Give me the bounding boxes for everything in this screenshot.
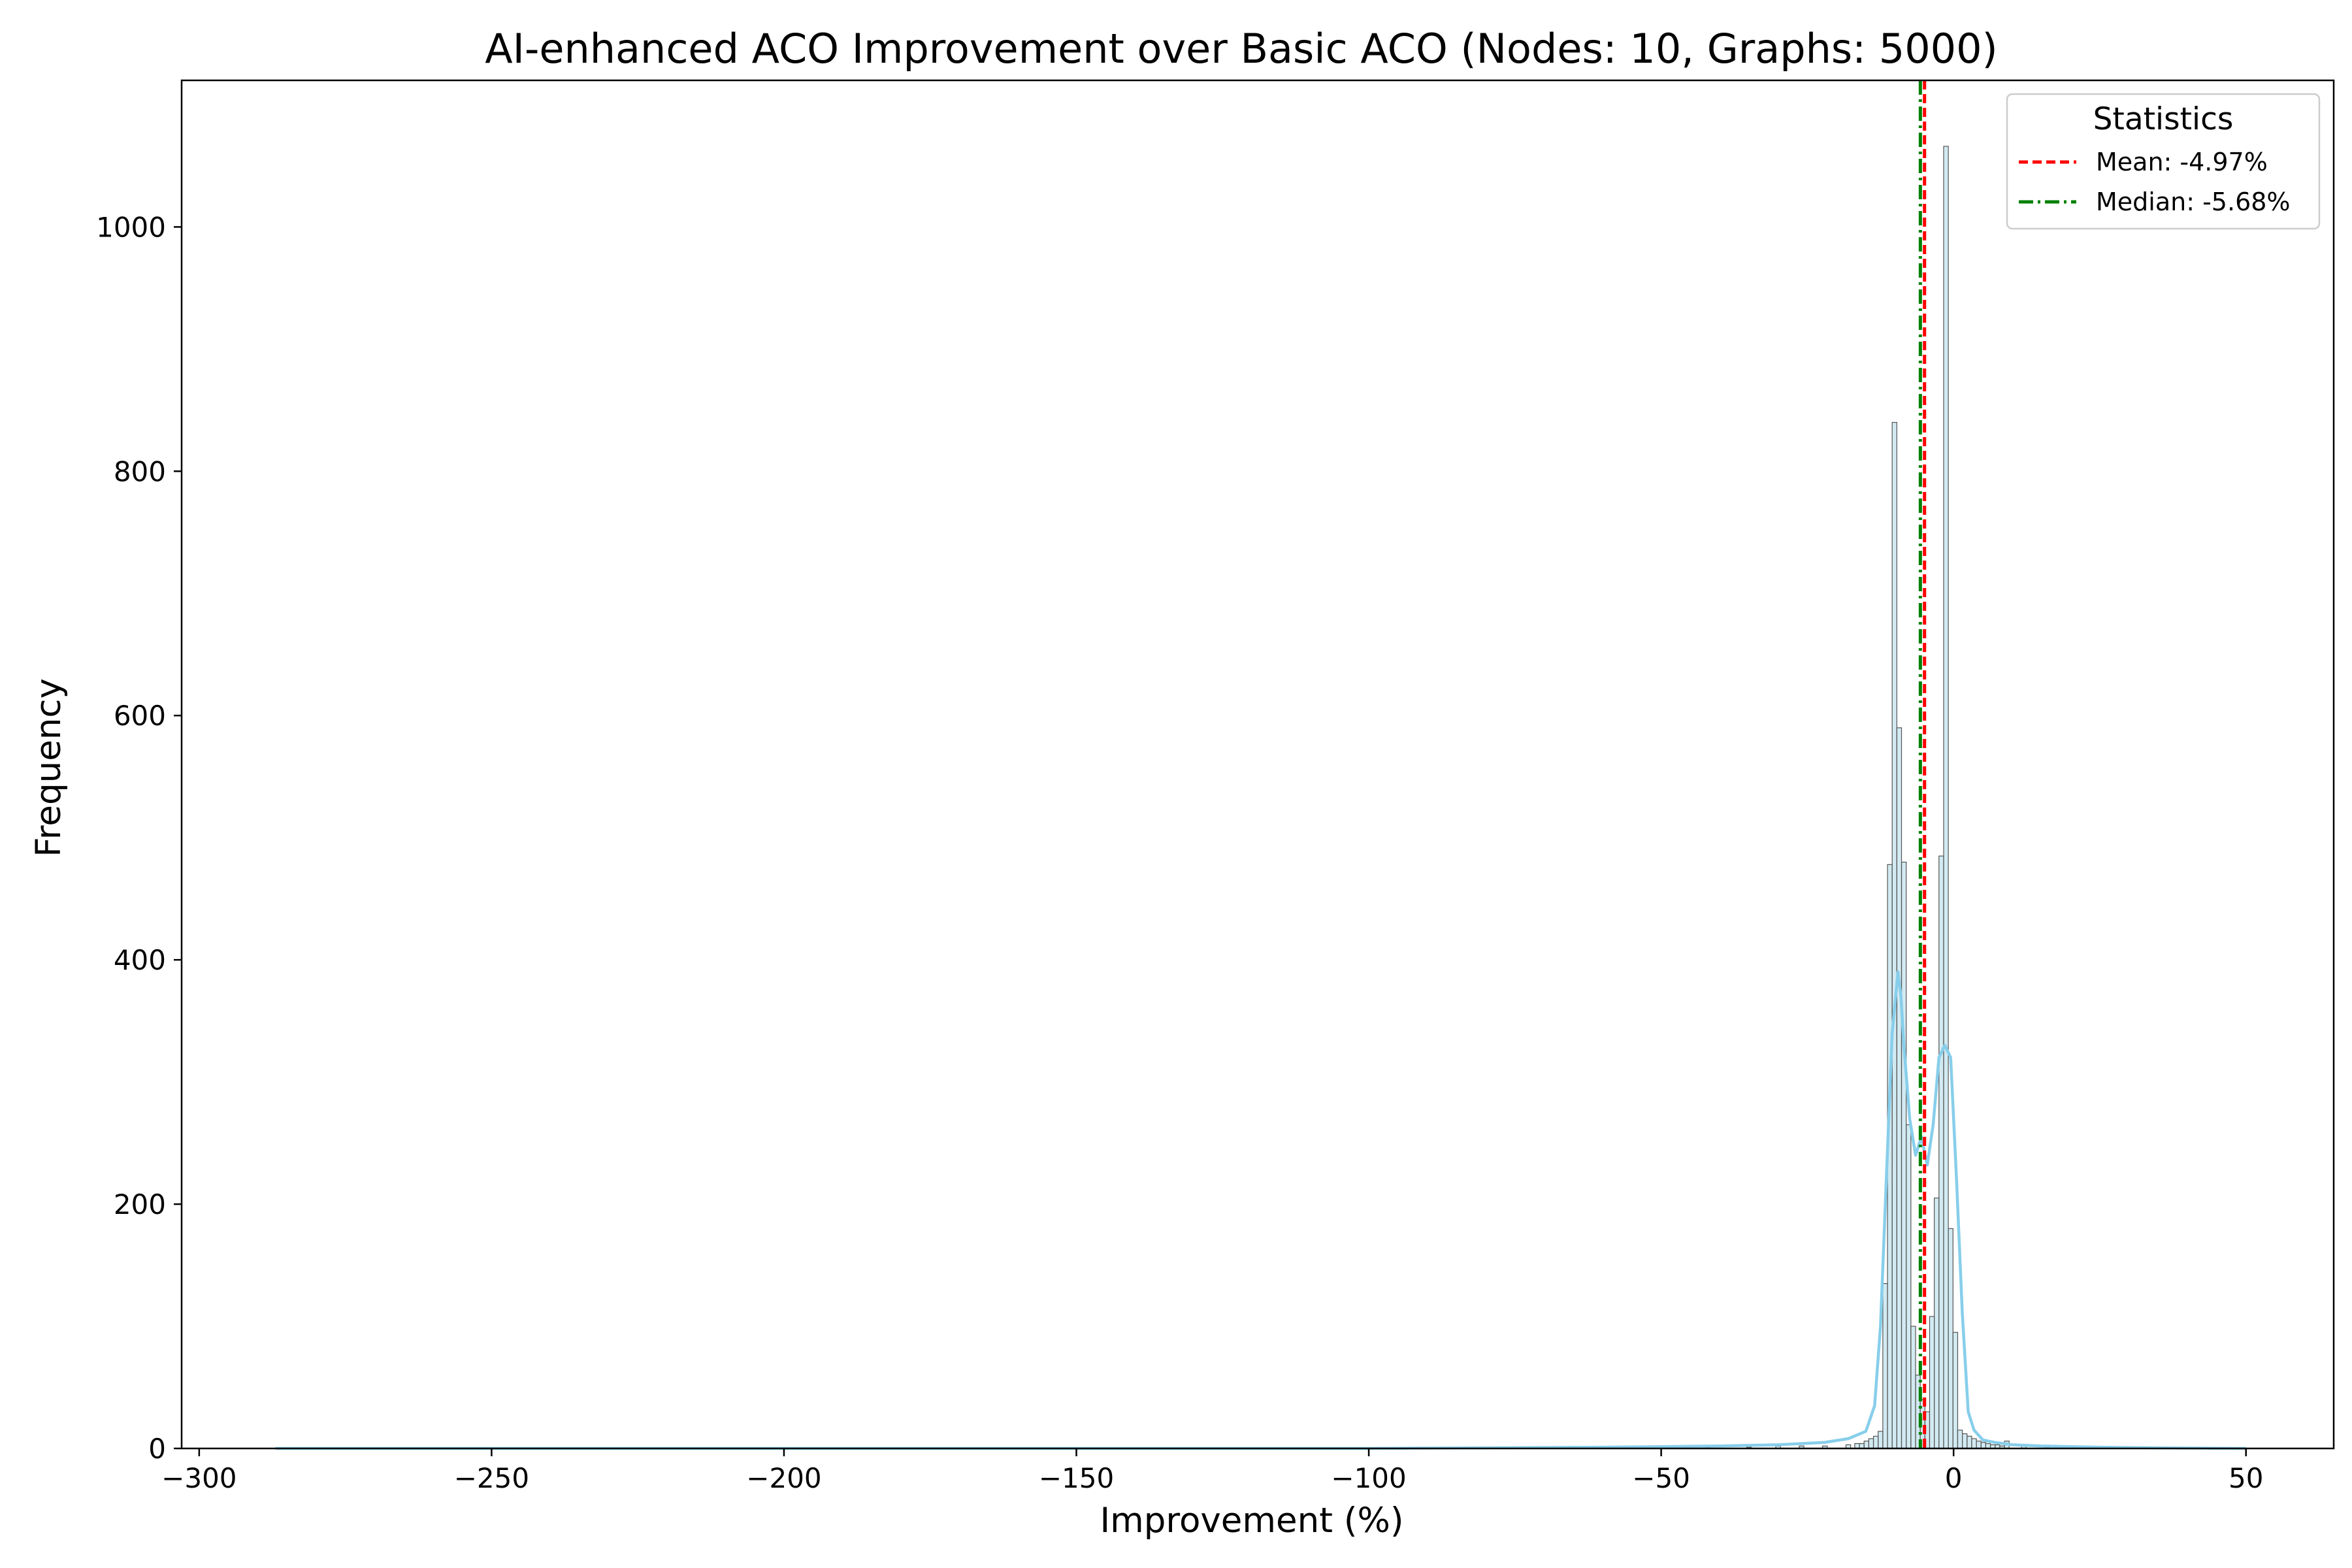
histogram-bar xyxy=(1929,1316,1935,1449)
x-axis-title: Improvement (%) xyxy=(1100,1501,1403,1541)
histogram-bar xyxy=(1901,861,1907,1449)
legend-title: Statistics xyxy=(2093,101,2234,137)
histogram-bar xyxy=(1896,727,1903,1449)
y-tick-label: 1000 xyxy=(96,211,166,243)
histogram-bar xyxy=(1976,1441,1982,1449)
histogram-bar xyxy=(1938,855,1944,1449)
x-tick-label: −150 xyxy=(1039,1462,1114,1494)
histogram-bar xyxy=(1915,1375,1921,1449)
y-axis-ticks: 0 200 400 600 800 1000 xyxy=(96,211,182,1465)
y-tick-label: 400 xyxy=(114,944,166,976)
histogram-bar xyxy=(1967,1435,1972,1449)
y-tick-label: 0 xyxy=(148,1433,166,1465)
x-tick-label: 0 xyxy=(1945,1462,1963,1494)
x-axis-ticks: −300 −250 −200 −150 −100 −50 0 50 xyxy=(161,1448,2263,1494)
legend-box xyxy=(2006,93,2321,230)
plot-frame xyxy=(180,79,2335,1450)
x-tick-label: −100 xyxy=(1331,1462,1406,1494)
histogram-bar xyxy=(1868,1438,1874,1449)
legend-mean-label: Mean: -4.97% xyxy=(2096,148,2268,176)
histogram-bar xyxy=(1878,1431,1884,1449)
x-tick-label: −300 xyxy=(161,1462,237,1494)
histogram-bar xyxy=(1872,1435,1879,1449)
kde-curve xyxy=(275,970,2246,1450)
x-tick-label: −50 xyxy=(1632,1462,1690,1494)
histogram-bar xyxy=(1962,1433,1968,1449)
histogram-bar xyxy=(1934,1198,1940,1449)
legend: Statistics Mean: -4.97% Median: -5.68% xyxy=(2006,93,2321,230)
histogram-bar xyxy=(1948,1228,1953,1449)
y-axis-title: Frequency xyxy=(29,678,69,857)
x-tick-label: −200 xyxy=(746,1462,821,1494)
histogram-bar xyxy=(1863,1441,1869,1449)
y-tick-label: 600 xyxy=(114,700,166,732)
histogram-bar xyxy=(1882,1282,1888,1449)
x-tick-label: −250 xyxy=(454,1462,529,1494)
histogram-bar xyxy=(1980,1442,1987,1449)
kde-curve-layer xyxy=(275,970,2246,1450)
histogram-bar xyxy=(1891,421,1897,1449)
y-tick-label: 200 xyxy=(114,1188,166,1220)
x-tick-label: 50 xyxy=(2229,1462,2263,1494)
histogram-bars xyxy=(1705,146,2085,1449)
histogram-bar xyxy=(1943,146,1949,1449)
histogram-bar xyxy=(1971,1438,1977,1449)
histogram-bar xyxy=(1957,1429,1963,1449)
histogram-bar xyxy=(1910,1326,1916,1449)
y-tick-label: 800 xyxy=(114,455,166,487)
legend-median-label: Median: -5.68% xyxy=(2096,188,2291,216)
chart-title: AI-enhanced ACO Improvement over Basic A… xyxy=(485,25,1998,73)
reference-lines xyxy=(1918,80,1927,1448)
histogram-bar xyxy=(1906,1124,1912,1449)
histogram-bar xyxy=(1952,1331,1959,1449)
